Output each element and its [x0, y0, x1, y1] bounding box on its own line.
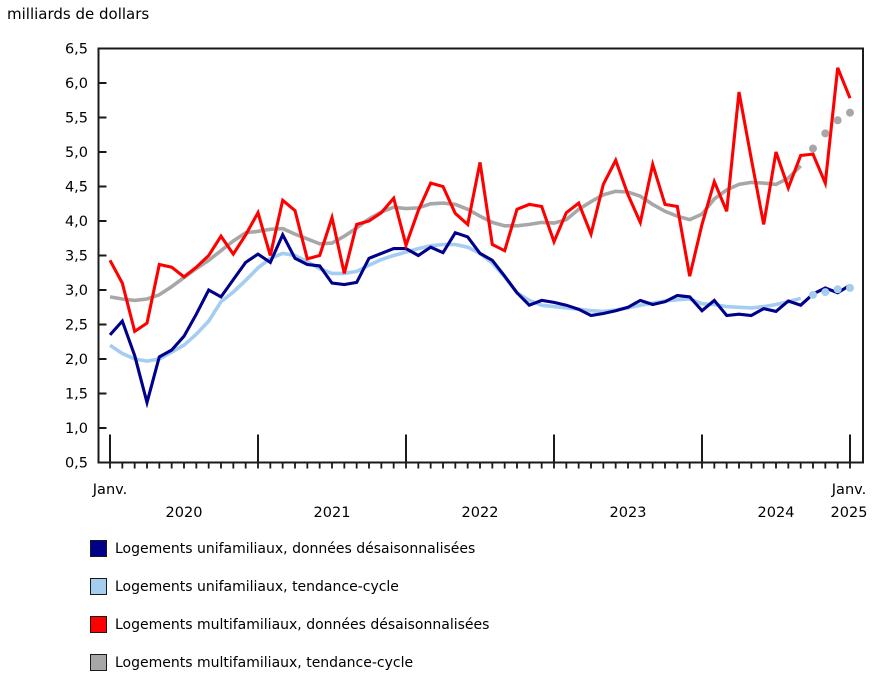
y-axis-label: 2,5	[65, 318, 88, 334]
y-axis-label: 5,0	[65, 145, 88, 161]
y-axis-label: 5,5	[65, 111, 88, 127]
y-axis-label: 6,5	[65, 42, 88, 58]
y-axis-label: 4,5	[65, 180, 88, 196]
legend-swatch-multifam-tc	[90, 654, 107, 671]
legend-label-multifam-sa: Logements multifamiliaux, données désais…	[115, 616, 490, 633]
y-axis-label: 3,0	[65, 283, 88, 299]
legend-item-multifam-sa: Logements multifamiliaux, données désais…	[90, 616, 489, 633]
series-dot-unifam_tc	[809, 290, 817, 299]
legend-label-multifam-tc: Logements multifamiliaux, tendance-cycle	[115, 654, 414, 671]
y-axis-label: 1,5	[65, 387, 88, 403]
legend-swatch-unifam-tc	[90, 578, 107, 595]
legend: Logements unifamiliaux, données désaison…	[90, 540, 489, 671]
series-line-multifam_tc	[109, 164, 802, 303]
x-axis-label-janv: Janv.	[92, 482, 127, 498]
x-axis-label-year: 2021	[314, 505, 351, 521]
series-dot-unifam_tc	[846, 283, 854, 292]
legend-label-unifam-sa: Logements unifamiliaux, données désaison…	[115, 540, 476, 557]
legend-item-unifam-sa: Logements unifamiliaux, données désaison…	[90, 540, 489, 557]
series-dot-unifam_tc	[833, 285, 842, 294]
x-axis-label-year: 2025	[831, 505, 868, 521]
y-axis-label: 0,5	[65, 456, 88, 472]
legend-item-unifam-tc: Logements unifamiliaux, tendance-cycle	[90, 578, 489, 595]
series-line-unifam_sa	[108, 230, 851, 409]
legend-swatch-multifam-sa	[90, 616, 107, 633]
x-axis-label-year: 2024	[758, 505, 795, 521]
x-axis-label-year: 2020	[166, 505, 203, 521]
y-axis-label: 2,0	[65, 352, 88, 368]
y-axis-label: 4,0	[65, 214, 88, 230]
x-axis-label-year: 2023	[610, 505, 647, 521]
legend-label-unifam-tc: Logements unifamiliaux, tendance-cycle	[115, 578, 399, 595]
series-line-multifam_sa	[108, 67, 852, 334]
chart-title: milliards de dollars	[7, 5, 150, 23]
series-dot-unifam_tc	[821, 288, 830, 297]
y-axis-label: 1,0	[65, 421, 88, 437]
series-dot-multifam_tc	[833, 116, 842, 125]
series-dot-multifam_tc	[846, 108, 854, 117]
legend-swatch-unifam-sa	[90, 540, 107, 557]
legend-item-multifam-tc: Logements multifamiliaux, tendance-cycle	[90, 654, 489, 671]
x-axis-label-janv: Janv.	[831, 482, 866, 498]
x-axis-label-year: 2022	[462, 505, 499, 521]
series-dot-multifam_tc	[821, 129, 830, 138]
y-axis-label: 6,0	[65, 76, 88, 92]
series-line-unifam_tc	[108, 242, 802, 363]
y-axis-label: 3,5	[65, 249, 88, 265]
series-dot-multifam_tc	[809, 144, 817, 153]
